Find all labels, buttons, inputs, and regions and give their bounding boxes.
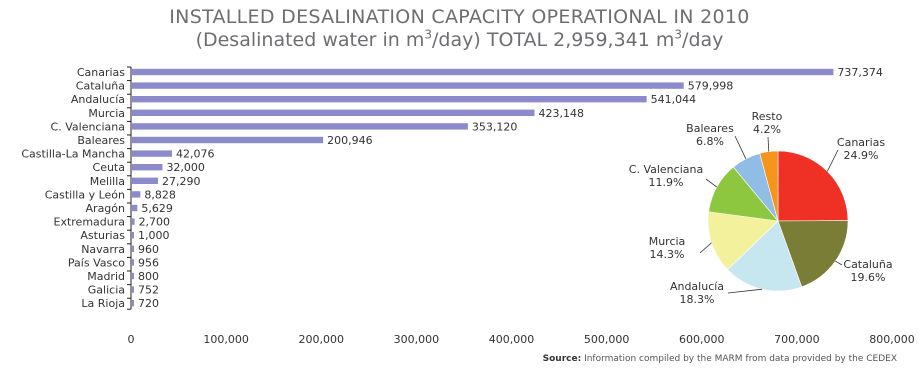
subtitle-part: /day xyxy=(682,29,724,51)
category-label: Navarra xyxy=(81,243,125,256)
pie-percent-label: 14.3% xyxy=(650,248,685,261)
x-tick-label: 100,000 xyxy=(203,333,249,346)
x-tick-label: 800,000 xyxy=(869,333,915,346)
bar xyxy=(132,272,134,280)
bar xyxy=(132,177,158,184)
bar xyxy=(132,109,535,116)
category-label: Cataluña xyxy=(76,80,125,93)
category-label: La Rioja xyxy=(81,297,125,310)
bar xyxy=(132,204,138,212)
leader-line xyxy=(727,288,763,294)
bar xyxy=(132,245,134,252)
category-label: Canarias xyxy=(77,66,125,79)
subtitle-superscript: 3 xyxy=(674,27,683,42)
category-label: Galicia xyxy=(88,284,125,297)
leader-line xyxy=(705,178,718,188)
x-tick-label: 200,000 xyxy=(299,333,345,346)
category-label: País Vasco xyxy=(68,256,125,269)
x-tick-label: 0 xyxy=(128,333,135,346)
category-label: Andalucía xyxy=(71,93,125,106)
category-label: C. Valenciana xyxy=(51,120,125,133)
bar xyxy=(132,218,135,225)
source-note: Source: Information compiled by the MARM… xyxy=(543,354,897,364)
category-label: Madrid xyxy=(87,270,125,283)
leader-line xyxy=(734,135,747,160)
bar xyxy=(132,150,173,157)
bar xyxy=(132,232,134,239)
value-label: 800 xyxy=(138,270,159,283)
pie-percent-label: 19.6% xyxy=(851,271,886,284)
bar xyxy=(132,82,684,89)
value-label: 42,076 xyxy=(176,148,215,161)
bar xyxy=(132,191,141,198)
bar xyxy=(132,136,324,144)
value-label: 960 xyxy=(138,243,159,256)
pie-percent-label: 24.9% xyxy=(844,149,879,162)
category-label: Castilla-La Mancha xyxy=(21,148,125,161)
chart-title: INSTALLED DESALINATION CAPACITY OPERATIO… xyxy=(169,6,750,28)
pie-percent-label: 4.2% xyxy=(753,123,781,136)
x-tick-label: 700,000 xyxy=(774,333,820,346)
pie-slice xyxy=(777,220,849,288)
source-text: Information compiled by the MARM from da… xyxy=(581,354,897,364)
pie-label: Cataluña xyxy=(843,258,892,271)
value-label: 1,000 xyxy=(138,229,170,242)
bar xyxy=(132,68,834,76)
value-label: 8,828 xyxy=(144,188,176,201)
x-tick-label: 500,000 xyxy=(584,333,630,346)
category-label: Aragón xyxy=(86,202,126,215)
leader-line xyxy=(826,149,839,172)
subtitle-part: /day) TOTAL 2,959,341 m xyxy=(432,29,675,51)
subtitle-part: (Desalinated water in m xyxy=(195,29,425,51)
pie-label: C. Valenciana xyxy=(629,163,703,176)
x-tick-label: 300,000 xyxy=(394,333,440,346)
pie-slice xyxy=(777,150,849,222)
bar xyxy=(132,259,134,266)
value-label: 27,290 xyxy=(162,175,201,188)
category-label: Asturias xyxy=(80,229,125,242)
value-label: 579,998 xyxy=(688,80,734,93)
value-label: 720 xyxy=(138,297,159,310)
bar xyxy=(132,286,134,293)
pie-label: Resto xyxy=(752,110,783,123)
pie-percent-label: 6.8% xyxy=(696,135,724,148)
bar xyxy=(132,123,468,130)
leader-line xyxy=(835,260,843,266)
category-label: Castilla y León xyxy=(45,188,125,201)
category-label: Ceuta xyxy=(93,161,125,174)
pie-percent-label: 18.3% xyxy=(680,293,715,306)
value-label: 2,700 xyxy=(139,216,171,229)
category-label: Murcia xyxy=(88,107,125,120)
value-label: 423,148 xyxy=(539,107,585,120)
x-tick-label: 600,000 xyxy=(679,333,725,346)
source-label: Source: xyxy=(542,354,582,364)
pie-label: Andalucía xyxy=(670,280,724,293)
value-label: 737,374 xyxy=(837,66,883,79)
category-label: Melilla xyxy=(90,175,125,188)
pie-label: Murcia xyxy=(649,235,686,248)
value-label: 32,000 xyxy=(166,161,205,174)
pie-slice xyxy=(707,211,779,270)
bar xyxy=(132,300,134,307)
leader-line xyxy=(767,136,770,152)
leader-line xyxy=(699,242,712,254)
bar xyxy=(132,164,163,171)
value-label: 5,629 xyxy=(141,202,173,215)
pie-label: Canarias xyxy=(837,136,885,149)
value-label: 541,044 xyxy=(651,93,697,106)
x-tick-label: 400,000 xyxy=(489,333,535,346)
value-label: 353,120 xyxy=(472,120,518,133)
category-label: Baleares xyxy=(77,134,125,147)
chart-subtitle: (Desalinated water in m3/day) TOTAL 2,95… xyxy=(0,29,919,51)
value-label: 200,946 xyxy=(327,134,373,147)
pie-label: Baleares xyxy=(686,122,734,135)
value-label: 752 xyxy=(138,284,159,297)
value-label: 956 xyxy=(138,256,159,269)
category-label: Extremadura xyxy=(54,216,126,229)
pie-percent-label: 11.9% xyxy=(649,176,684,189)
bar xyxy=(132,96,647,103)
subtitle-superscript: 3 xyxy=(424,27,433,42)
